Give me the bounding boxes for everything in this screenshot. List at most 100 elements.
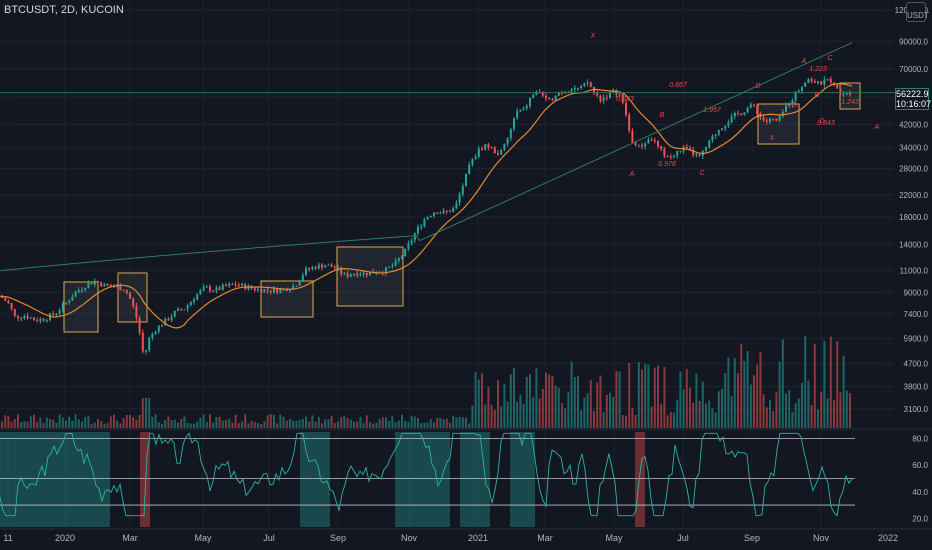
volume-bar bbox=[845, 390, 848, 428]
candle-body bbox=[791, 100, 794, 105]
volume-bar bbox=[45, 417, 48, 428]
volume-bar bbox=[577, 376, 579, 428]
volume-bar bbox=[650, 406, 653, 428]
volume-bar bbox=[724, 372, 727, 428]
candle-body bbox=[413, 233, 416, 241]
candle-body bbox=[845, 92, 848, 95]
candle-body bbox=[804, 82, 807, 87]
candle-body bbox=[353, 273, 355, 275]
candle-body bbox=[71, 296, 74, 301]
candle-body bbox=[529, 97, 531, 106]
volume-bar bbox=[653, 367, 656, 428]
volume-bar bbox=[513, 368, 515, 428]
volume-bar bbox=[71, 420, 74, 428]
candle-body bbox=[644, 143, 647, 147]
volume-bar bbox=[625, 415, 627, 428]
volume-bars bbox=[1, 335, 851, 428]
candle-body bbox=[708, 140, 711, 148]
time-tick-label: Mar bbox=[537, 533, 553, 543]
candle-body bbox=[785, 105, 787, 112]
volume-bar bbox=[721, 388, 723, 428]
candle-body bbox=[455, 202, 458, 209]
candle-body bbox=[276, 288, 279, 293]
volume-bar bbox=[289, 418, 291, 428]
time-tick-label: May bbox=[194, 533, 212, 543]
price-tick-label: 3100.0 bbox=[904, 405, 929, 414]
candle-body bbox=[218, 287, 221, 290]
candle-body bbox=[97, 280, 99, 283]
volume-bar bbox=[522, 403, 525, 428]
volume-bar bbox=[477, 379, 480, 428]
candle-body bbox=[122, 290, 125, 292]
candle-body bbox=[205, 286, 208, 288]
volume-bar bbox=[173, 419, 176, 428]
candle-body bbox=[724, 125, 727, 129]
volume-bar bbox=[58, 414, 61, 428]
volume-bar bbox=[365, 415, 368, 428]
volume-bar bbox=[644, 363, 647, 428]
volume-bar bbox=[561, 403, 563, 428]
candle-body bbox=[359, 274, 362, 276]
candle-body bbox=[42, 318, 45, 321]
time-tick-label: 2020 bbox=[55, 533, 75, 543]
volume-bar bbox=[49, 419, 51, 428]
candle-body bbox=[23, 315, 26, 319]
pattern-label: D bbox=[819, 118, 824, 125]
candle-body bbox=[740, 113, 743, 115]
volume-bar bbox=[407, 421, 410, 428]
candle-body bbox=[317, 264, 320, 269]
rsi-zone bbox=[60, 432, 110, 527]
volume-bar bbox=[221, 420, 224, 428]
candle-body bbox=[234, 284, 237, 286]
rsi-zone bbox=[300, 432, 330, 527]
candle-body bbox=[369, 271, 371, 276]
candle-body bbox=[743, 112, 746, 115]
volume-bar bbox=[189, 423, 192, 428]
volume-bar bbox=[609, 392, 611, 428]
time-tick-label: Sep bbox=[330, 533, 346, 543]
price-tick-label: 3800.0 bbox=[904, 383, 929, 392]
candle-body bbox=[257, 288, 259, 291]
candle-body bbox=[87, 283, 90, 289]
candle-body bbox=[717, 130, 720, 135]
last-price-countdown: 10:16:07 bbox=[896, 99, 932, 109]
volume-bar bbox=[602, 412, 605, 428]
volume-bar bbox=[554, 385, 557, 428]
candle-body bbox=[439, 212, 442, 214]
volume-bar bbox=[669, 412, 672, 428]
candle-body bbox=[471, 159, 474, 165]
candle-body bbox=[273, 288, 275, 292]
volume-bar bbox=[612, 396, 615, 428]
candle-body bbox=[177, 309, 179, 311]
candle-body bbox=[388, 266, 391, 268]
candle-body bbox=[109, 285, 112, 287]
volume-bar bbox=[81, 421, 83, 428]
volume-bar bbox=[541, 388, 544, 428]
candle-body bbox=[349, 274, 352, 277]
volume-bar bbox=[122, 417, 125, 428]
candle-body bbox=[484, 144, 487, 150]
candle-body bbox=[13, 309, 16, 316]
candle-body bbox=[452, 208, 455, 212]
price-tick-label: 34000.0 bbox=[899, 144, 928, 153]
volume-bar bbox=[458, 416, 461, 428]
volume-bar bbox=[634, 414, 637, 428]
currency-badge[interactable]: USDT bbox=[906, 2, 929, 22]
volume-bar bbox=[4, 415, 7, 428]
volume-bar bbox=[762, 394, 765, 428]
rsi-tick-label: 40.0 bbox=[912, 488, 928, 497]
candle-body bbox=[772, 118, 775, 120]
candle-body bbox=[337, 267, 339, 269]
volume-bar bbox=[349, 419, 352, 428]
candle-body bbox=[260, 288, 263, 293]
candle-body bbox=[641, 144, 643, 147]
price-tick-label: 70000.0 bbox=[899, 65, 928, 74]
harmonic-pattern: X A B C D 0.867 0.978 1.957 1.223 0.843 1.243 X A B C D… bbox=[590, 33, 880, 178]
candle-body bbox=[730, 116, 733, 123]
volume-bar bbox=[452, 416, 455, 428]
candle-body bbox=[129, 292, 131, 299]
candle-body bbox=[621, 94, 624, 103]
candle-body bbox=[164, 318, 167, 326]
candle-body bbox=[135, 305, 138, 318]
